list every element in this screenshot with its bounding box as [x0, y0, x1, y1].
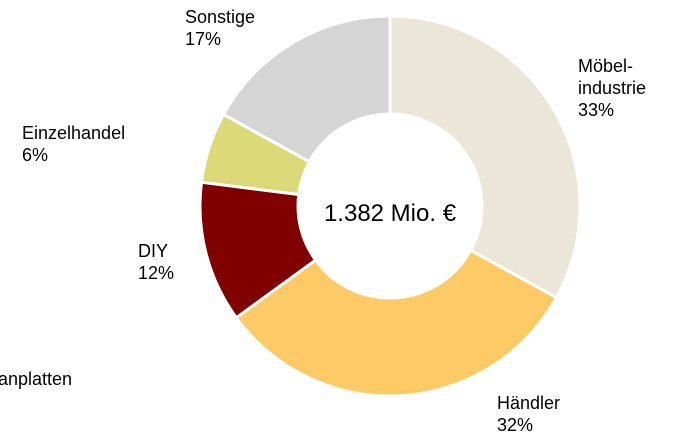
slice-value-label: 12% — [138, 263, 175, 283]
slice-value-label: 32% — [497, 415, 534, 435]
donut-slice — [234, 248, 559, 398]
donut-slice — [221, 14, 392, 164]
slice-label: Händler — [497, 393, 561, 413]
donut-slice — [388, 14, 582, 300]
slice-label: Einzelhandel — [22, 123, 126, 143]
slice-value-label: 6% — [22, 145, 49, 165]
slice-label: DIY — [138, 241, 169, 261]
side-note: anplatten — [0, 369, 73, 389]
slice-label: Sonstige — [185, 7, 256, 27]
slice-label: Möbel- industrie — [578, 56, 647, 98]
slice-value-label: 17% — [185, 29, 222, 49]
center-label: 1.382 Mio. € — [323, 200, 457, 227]
slice-value-label: 33% — [578, 100, 615, 120]
